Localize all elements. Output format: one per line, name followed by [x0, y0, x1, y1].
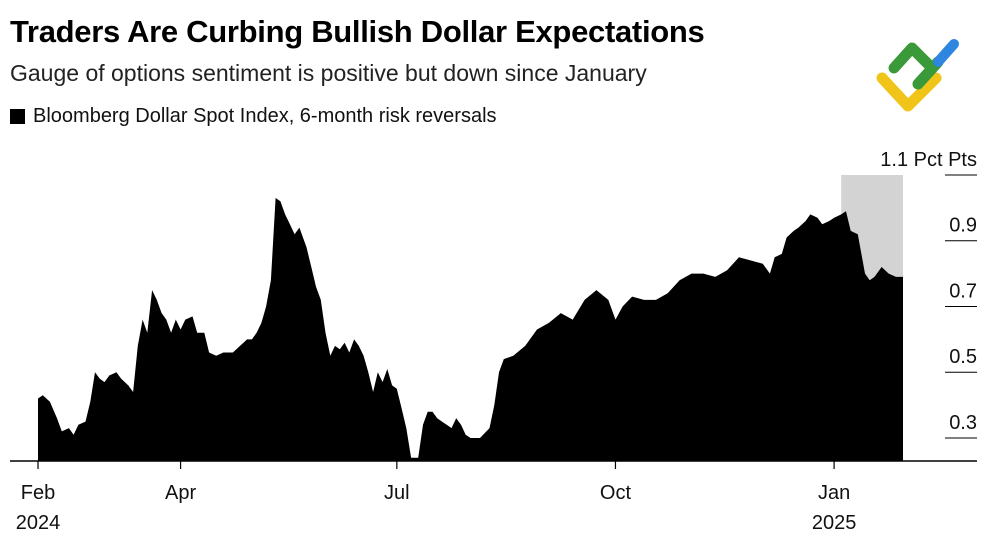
- x-tick-year-label: 2025: [812, 512, 857, 534]
- legend: Bloomberg Dollar Spot Index, 6-month ris…: [10, 105, 497, 128]
- chart-subtitle: Gauge of options sentiment is positive b…: [10, 60, 647, 86]
- x-tick-label: Oct: [600, 482, 632, 504]
- x-tick-label: Apr: [165, 482, 196, 504]
- y-tick-label: 0.5: [949, 346, 977, 368]
- brand-logo-icon: [876, 39, 959, 112]
- legend-label: Bloomberg Dollar Spot Index, 6-month ris…: [33, 105, 497, 127]
- x-tick-label: Jul: [384, 482, 410, 504]
- chart-title: Traders Are Curbing Bullish Dollar Expec…: [10, 14, 705, 49]
- x-tick-year-label: 2024: [16, 512, 61, 534]
- y-tick-label: 0.7: [949, 280, 977, 302]
- legend-swatch: [10, 109, 25, 124]
- x-tick-label: Jan: [818, 482, 850, 504]
- y-tick-label: 1.1 Pct Pts: [880, 149, 977, 171]
- series-area: [38, 198, 903, 461]
- x-tick-label: Feb: [21, 482, 55, 504]
- y-tick-label: 0.3: [949, 412, 977, 434]
- y-tick-label: 0.9: [949, 215, 977, 237]
